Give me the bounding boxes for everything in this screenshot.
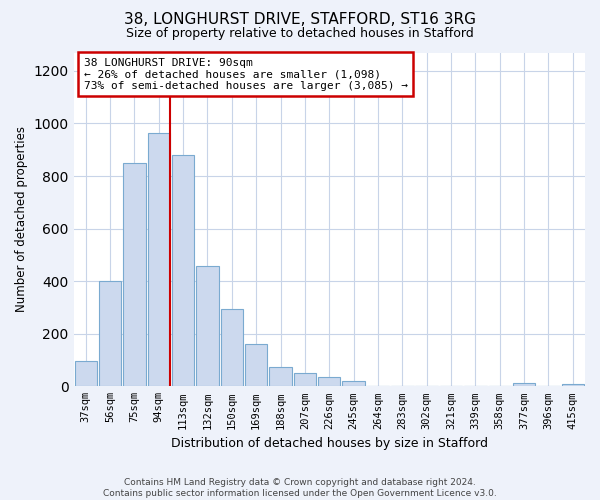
- Bar: [148, 133, 170, 386]
- Bar: [123, 164, 146, 386]
- Bar: [245, 344, 268, 387]
- Text: 38, LONGHURST DRIVE, STAFFORD, ST16 3RG: 38, LONGHURST DRIVE, STAFFORD, ST16 3RG: [124, 12, 476, 28]
- Text: 38 LONGHURST DRIVE: 90sqm
← 26% of detached houses are smaller (1,098)
73% of se: 38 LONGHURST DRIVE: 90sqm ← 26% of detac…: [84, 58, 408, 90]
- Bar: [318, 377, 340, 386]
- Text: Contains HM Land Registry data © Crown copyright and database right 2024.
Contai: Contains HM Land Registry data © Crown c…: [103, 478, 497, 498]
- Bar: [99, 281, 121, 386]
- Bar: [294, 372, 316, 386]
- Bar: [343, 381, 365, 386]
- X-axis label: Distribution of detached houses by size in Stafford: Distribution of detached houses by size …: [171, 437, 488, 450]
- Y-axis label: Number of detached properties: Number of detached properties: [15, 126, 28, 312]
- Bar: [221, 309, 243, 386]
- Bar: [196, 266, 218, 386]
- Bar: [513, 383, 535, 386]
- Bar: [562, 384, 584, 386]
- Text: Size of property relative to detached houses in Stafford: Size of property relative to detached ho…: [126, 28, 474, 40]
- Bar: [269, 368, 292, 386]
- Bar: [172, 155, 194, 386]
- Bar: [74, 362, 97, 386]
